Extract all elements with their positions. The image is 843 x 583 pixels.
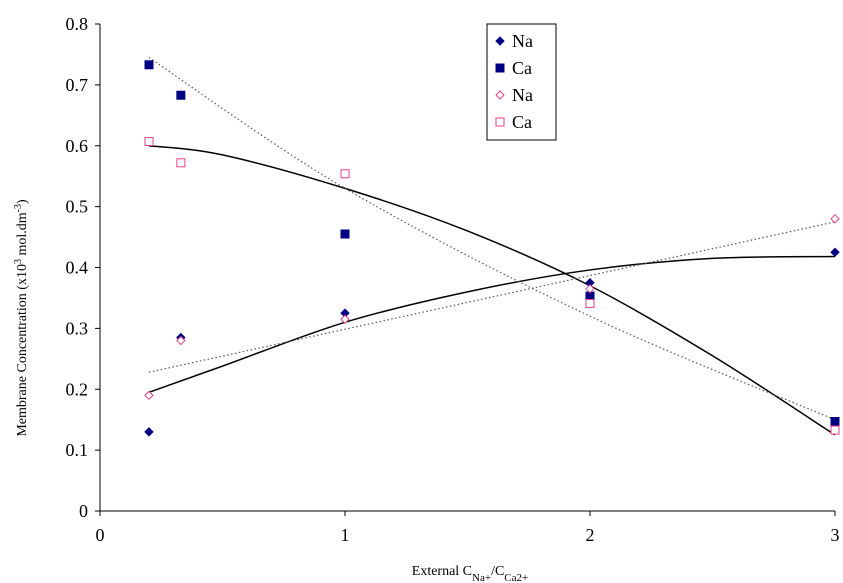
x-tick-label: 1: [341, 525, 350, 545]
y-tick-label: 0.1: [66, 440, 89, 460]
trendline-solid: [148, 145, 836, 436]
data-point-filled-diamond: [144, 427, 154, 437]
legend-label: Na: [512, 85, 533, 105]
data-point-open-diamond: [585, 284, 595, 294]
legend-label: Ca: [512, 112, 532, 132]
data-point-filled-square: [830, 417, 840, 427]
legend-label: Na: [512, 31, 533, 51]
trendlines: [148, 56, 836, 436]
data-point-open-diamond: [340, 314, 350, 324]
data-point-open-square: [585, 298, 595, 308]
data-point-open-square: [144, 136, 154, 146]
trendline-solid: [148, 255, 836, 394]
data-point-open-diamond: [144, 390, 154, 401]
axes: [99, 24, 835, 512]
y-tick-label: 0.5: [66, 197, 89, 217]
data-point-open-square: [176, 158, 186, 168]
trendline-dotted: [148, 56, 836, 421]
data-points: [144, 60, 840, 437]
ticks: 0 0.1 0.2 0.3 0.4 0.5 0.6 0.7 0.8 0 1 2 3: [66, 14, 840, 545]
y-tick-label: 0.8: [66, 14, 89, 34]
data-point-open-square: [340, 169, 350, 179]
data-point-open-diamond: [830, 214, 840, 224]
legend-marker-filled-diamond: [495, 36, 505, 46]
x-tick-label: 2: [586, 525, 595, 545]
x-axis-title: External CNa+/CCa2+: [412, 564, 528, 583]
data-point-filled-square: [144, 60, 154, 70]
x-tick-label: 0: [96, 525, 105, 545]
trendline-dotted: [148, 221, 836, 373]
x-tick-label: 3: [831, 525, 840, 545]
data-point-filled-square: [176, 90, 186, 100]
legend-marker-open-square: [495, 117, 505, 127]
y-tick-label: 0.6: [66, 136, 89, 156]
y-tick-label: 0: [79, 501, 88, 521]
data-point-filled-square: [340, 229, 350, 239]
legend-marker-filled-square: [495, 63, 505, 73]
data-point-open-square: [830, 425, 840, 435]
y-tick-label: 0.4: [66, 258, 89, 278]
data-point-open-diamond: [176, 335, 186, 346]
data-point-filled-diamond: [830, 247, 840, 257]
legend-label: Ca: [512, 58, 532, 78]
y-tick-label: 0.7: [66, 75, 89, 95]
legend: Na Ca Na Ca: [486, 23, 557, 141]
y-tick-label: 0.2: [66, 379, 89, 399]
y-tick-label: 0.3: [66, 318, 89, 338]
legend-marker-open-diamond: [495, 90, 505, 100]
y-axis-title: Membrane Concentration (x103 mol.dm-3): [13, 199, 31, 437]
